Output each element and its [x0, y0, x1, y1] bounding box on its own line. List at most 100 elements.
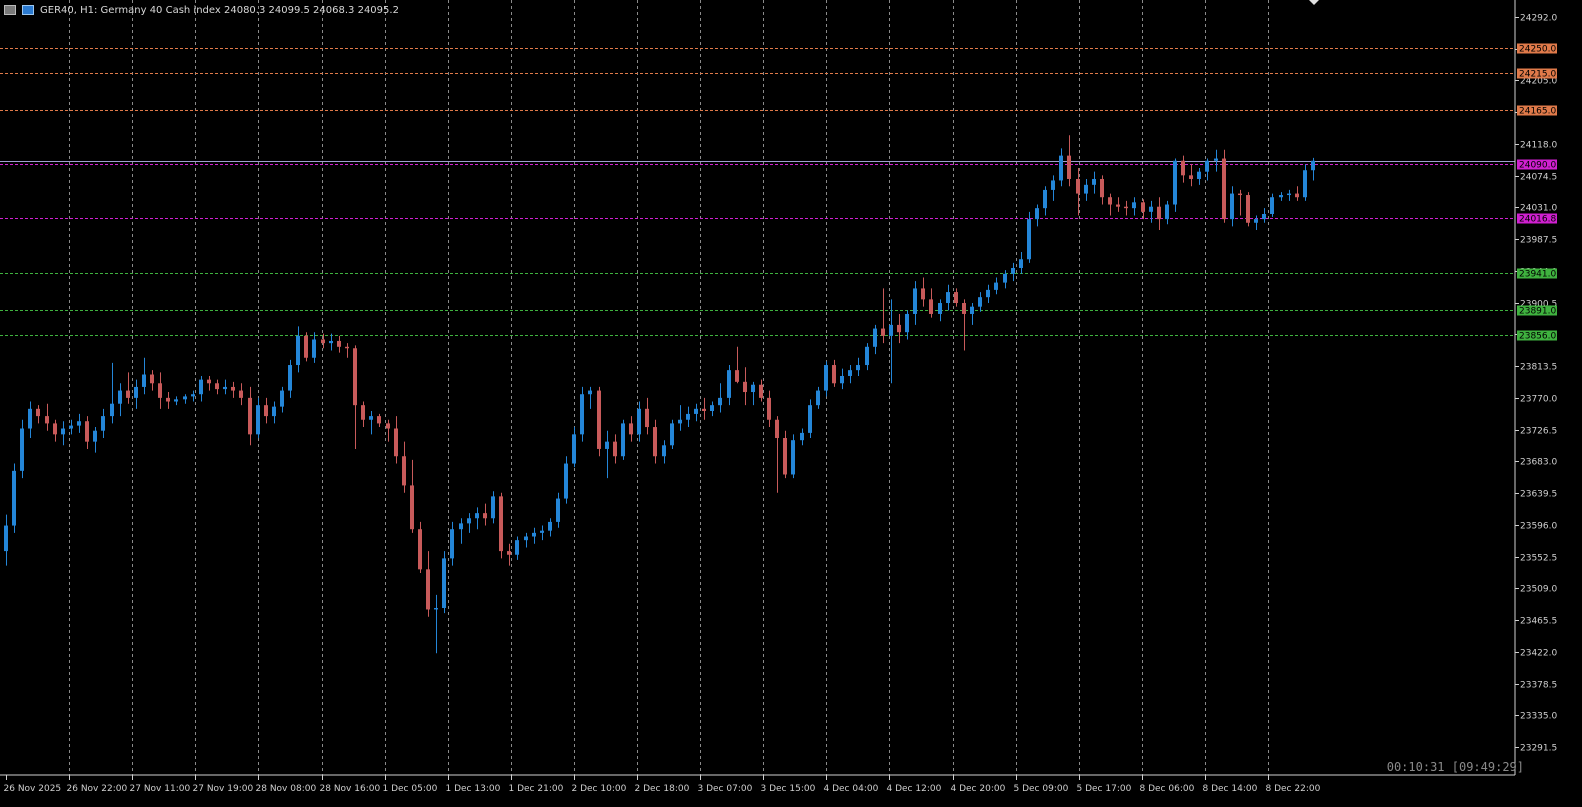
chart-shift-marker-icon[interactable]: [1309, 0, 1319, 5]
candle-body: [53, 423, 57, 435]
level-price-tag: [1517, 43, 1557, 54]
time-tick-label: 1 Dec 05:00: [383, 784, 438, 794]
time-tick-label: 5 Dec 09:00: [1014, 784, 1069, 794]
candle-body: [288, 365, 292, 391]
candle-body: [20, 428, 24, 471]
candle-body: [386, 423, 390, 429]
candle-body: [897, 324, 901, 333]
candle-body: [450, 529, 454, 559]
candle-body: [921, 288, 925, 300]
candle-body: [239, 390, 243, 398]
price-tick-label: 23900.5: [1520, 300, 1557, 310]
candle-body: [223, 386, 227, 390]
candle-body: [548, 521, 552, 531]
candle-body: [158, 383, 162, 398]
candle-body: [832, 365, 836, 384]
candle-body: [280, 390, 284, 407]
level-price-tag: [1517, 305, 1557, 316]
price-tick-label: 23683.0: [1520, 458, 1557, 468]
menu-icon[interactable]: [4, 5, 16, 15]
candle-body: [1295, 193, 1299, 198]
candle-body: [645, 408, 649, 428]
candle-body: [865, 346, 869, 366]
candle-body: [540, 530, 544, 533]
candle-body: [69, 425, 73, 429]
candle-body: [150, 374, 154, 384]
candle-body: [28, 408, 32, 429]
candle-body: [718, 397, 722, 406]
candle-body: [93, 430, 97, 442]
time-tick-label: 27 Nov 19:00: [193, 784, 254, 794]
candle-body: [929, 299, 933, 314]
time-tick-label: 8 Dec 22:00: [1266, 784, 1321, 794]
candle-body: [1303, 170, 1307, 198]
candle-body: [1173, 160, 1177, 205]
time-axis[interactable]: 26 Nov 2025 26 Nov 22:00 27 Nov 11:00 27 No…: [0, 774, 1515, 794]
candle-body: [678, 419, 682, 424]
level-price-tag: [1517, 330, 1557, 341]
price-tick-label: 23726.5: [1520, 427, 1557, 437]
candle-body: [702, 408, 706, 412]
candle-body: [345, 346, 349, 349]
candle-body: [191, 394, 195, 397]
candle-body: [410, 485, 414, 530]
candle-body: [418, 529, 422, 570]
price-tick-label: 23378.5: [1520, 681, 1557, 691]
candle-body: [524, 536, 528, 541]
candle-body: [1003, 273, 1007, 283]
candle-body: [629, 423, 633, 435]
price-axis[interactable]: 24292.024248.524205.024161.524118.024074…: [1514, 0, 1557, 775]
level-price-tag: [1517, 159, 1557, 170]
candle-body: [1051, 180, 1055, 190]
price-tick-label: 23770.0: [1520, 395, 1557, 405]
time-tick-label: 3 Dec 15:00: [761, 784, 816, 794]
candle-body: [588, 390, 592, 395]
candle-body: [759, 384, 763, 398]
time-tick-label: 27 Nov 11:00: [130, 784, 191, 794]
candle-body: [808, 405, 812, 433]
candle-body: [840, 375, 844, 384]
candle-body: [296, 335, 300, 366]
candle-body: [491, 496, 495, 519]
candle-body: [905, 313, 909, 333]
candle-body: [735, 370, 739, 382]
candle-body: [1116, 204, 1120, 207]
candle-body: [1124, 206, 1128, 209]
candle-body: [572, 434, 576, 464]
price-tick-label: 24031.0: [1520, 204, 1557, 214]
candle-body: [467, 518, 471, 524]
candle-body: [61, 428, 65, 435]
time-tick-label: 8 Dec 14:00: [1203, 784, 1258, 794]
candle-body: [1287, 193, 1291, 196]
candle-body: [662, 445, 666, 457]
price-tick-label: 24292.0: [1520, 14, 1557, 24]
candle-body: [1059, 155, 1063, 181]
candle-body: [532, 532, 536, 537]
candle-body: [1197, 171, 1201, 179]
candle-body: [231, 386, 235, 391]
candle-body: [183, 396, 187, 400]
candle-body: [1092, 178, 1096, 185]
level-price-label: 23856.0: [1519, 332, 1556, 342]
candle-body: [434, 608, 438, 610]
time-tick-label: 28 Nov 08:00: [256, 784, 317, 794]
candle-body: [499, 496, 503, 552]
candle-body: [710, 405, 714, 412]
time-tick-label: 26 Nov 22:00: [67, 784, 128, 794]
candle-body: [199, 379, 203, 395]
price-tick-label: 23422.0: [1520, 649, 1557, 659]
level-lines: [0, 48, 1515, 336]
candle-body: [1165, 204, 1169, 220]
candle-body: [426, 569, 430, 610]
chart-type-icon[interactable]: [22, 5, 34, 15]
candle-body: [353, 348, 357, 406]
candle-body: [85, 421, 89, 442]
candle-body: [727, 370, 731, 398]
candle-body: [824, 365, 828, 391]
price-tick-label: 23813.5: [1520, 363, 1557, 373]
bar-timer: 00:10:31 [09:49:29]: [1386, 760, 1524, 774]
level-price-label: 24165.0: [1519, 107, 1556, 117]
candle-body: [321, 339, 325, 344]
candle-body: [653, 427, 657, 457]
